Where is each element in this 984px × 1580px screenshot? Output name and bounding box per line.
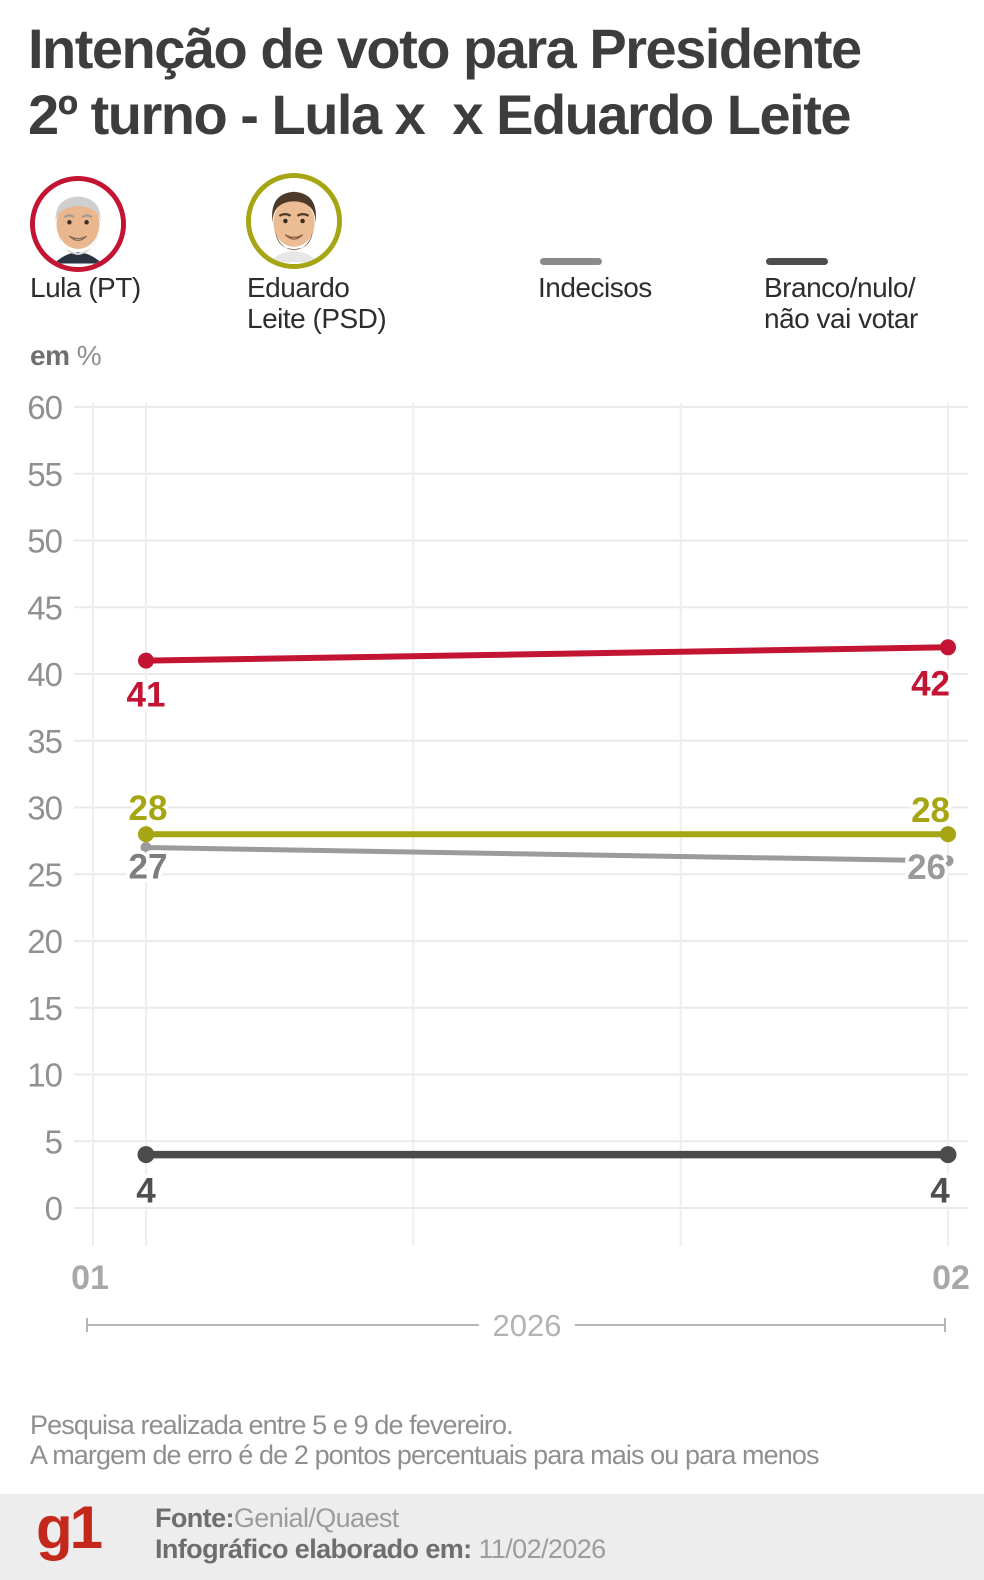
series-value-label-branco: 4 xyxy=(136,1172,156,1211)
branco-legend-label: Branco/nulo/ não vai votar xyxy=(764,272,918,334)
footer-bar xyxy=(0,1494,984,1580)
series-value-label-indecisos: 26 xyxy=(907,848,946,887)
unit-em: em xyxy=(30,340,70,371)
period-label: 2026 xyxy=(493,1308,562,1343)
methodology-note: Pesquisa realizada entre 5 e 9 de fevere… xyxy=(30,1410,930,1470)
lula-avatar xyxy=(30,176,126,272)
lula-legend-label: Lula (PT) xyxy=(30,272,141,303)
branco-legend-label-line2: não vai votar xyxy=(764,303,918,334)
source-label: Fonte: xyxy=(155,1503,234,1533)
branco-swatch xyxy=(766,258,828,265)
series-point-lula xyxy=(940,639,956,656)
y-tick-label: 55 xyxy=(27,456,62,493)
indecisos-swatch xyxy=(540,258,602,265)
y-tick-label: 40 xyxy=(27,656,62,693)
y-tick-label: 0 xyxy=(45,1190,63,1227)
elaborated-value: 11/02/2026 xyxy=(478,1534,606,1564)
y-tick-label: 5 xyxy=(45,1123,62,1160)
y-tick-label: 30 xyxy=(27,790,62,827)
leite-photo xyxy=(251,178,337,264)
series-point-indecisos xyxy=(942,855,954,867)
y-tick-label: 60 xyxy=(27,389,62,426)
series-point-lula xyxy=(138,652,154,669)
y-axis-unit-label: em % xyxy=(30,340,102,372)
series-value-label-leite: 28 xyxy=(129,789,168,828)
leite-legend-label-line1: Eduardo xyxy=(247,272,350,303)
series-value-label-lula: 42 xyxy=(911,664,950,703)
branco-legend-label-line1: Branco/nulo/ xyxy=(764,272,916,303)
y-tick-label: 20 xyxy=(27,923,62,960)
y-tick-label: 50 xyxy=(27,523,62,560)
series-point-indecisos xyxy=(140,842,152,854)
series-point-branco xyxy=(939,1146,957,1164)
y-tick-label: 15 xyxy=(27,990,62,1027)
y-tick-label: 45 xyxy=(27,589,62,626)
elaborated-label: Infográfico elaborado em: xyxy=(155,1534,472,1564)
chart-title: Intenção de voto para Presidente 2º turn… xyxy=(28,16,968,148)
y-tick-label: 10 xyxy=(27,1057,62,1094)
series-point-leite xyxy=(940,826,956,843)
source-block: Fonte:Genial/Quaest Infográfico elaborad… xyxy=(155,1503,606,1565)
series-point-branco xyxy=(137,1146,155,1164)
series-line-indecisos xyxy=(143,845,951,864)
leite-legend-label-line2: Leite (PSD) xyxy=(247,303,387,334)
indecisos-legend-label: Indecisos xyxy=(538,272,652,303)
chart-title-line1: Intenção de voto para Presidente xyxy=(28,17,862,80)
source-value: Genial/Quaest xyxy=(233,1503,399,1533)
x-tick-label: 01 xyxy=(71,1259,109,1297)
methodology-note-line1: Pesquisa realizada entre 5 e 9 de fevere… xyxy=(30,1410,514,1440)
leite-legend-label: Eduardo Leite (PSD) xyxy=(247,272,387,334)
leite-avatar xyxy=(246,173,342,269)
y-tick-label: 35 xyxy=(27,723,62,760)
source-line: Fonte:Genial/Quaest xyxy=(155,1503,606,1534)
series-line-lula xyxy=(143,644,951,664)
y-tick-label: 25 xyxy=(27,856,62,893)
series-value-label-branco: 4 xyxy=(930,1172,950,1211)
lula-photo xyxy=(35,181,121,267)
unit-percent: % xyxy=(76,340,102,371)
series-value-label-indecisos: 27 xyxy=(129,848,168,887)
chart-title-line2: 2º turno - Lula x x Eduardo Leite xyxy=(28,83,852,146)
series-value-label-lula: 41 xyxy=(127,676,166,715)
elaborated-line: Infográfico elaborado em: 11/02/2026 xyxy=(155,1534,606,1565)
methodology-note-line2: A margem de erro é de 2 pontos percentua… xyxy=(30,1440,819,1470)
line-chart: 0 5 10 15 20 25 30 35 40 45 50 55 60 27 26 4 4 28 28 41 42 01… xyxy=(27,389,970,1343)
g1-logo: g1 xyxy=(36,1494,103,1561)
series-point-leite xyxy=(138,826,154,843)
series-value-label-leite: 28 xyxy=(911,791,950,830)
x-tick-label: 02 xyxy=(932,1259,970,1297)
